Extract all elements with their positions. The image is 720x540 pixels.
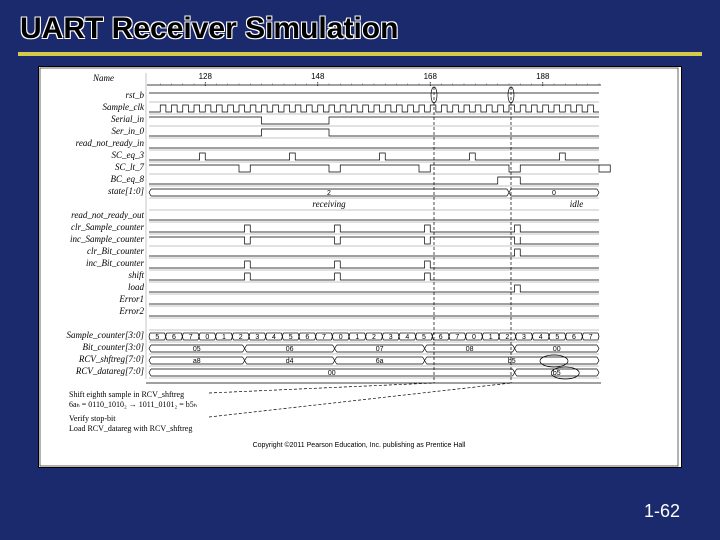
page-title: UART Receiver Simulation (20, 12, 398, 45)
page-number: 1-62 (644, 501, 680, 522)
svg-text:clr_Bit_counter: clr_Bit_counter (87, 246, 144, 256)
svg-text:SC_lt_7: SC_lt_7 (115, 162, 145, 172)
svg-text:6: 6 (572, 334, 576, 341)
svg-text:05: 05 (193, 346, 201, 353)
svg-text:read_not_ready_out: read_not_ready_out (71, 210, 144, 220)
svg-text:6aₕ = 0110_1010₂ → 1011_0101₂: 6aₕ = 0110_1010₂ → 1011_0101₂ = b5ₕ (69, 400, 197, 409)
svg-text:2: 2 (372, 334, 376, 341)
svg-text:Sample_clk: Sample_clk (103, 102, 145, 112)
svg-text:Copyright ©2011 Pearson Educat: Copyright ©2011 Pearson Education, Inc. … (253, 441, 466, 449)
svg-text:RCV_datareg[7:0]: RCV_datareg[7:0] (75, 366, 145, 376)
svg-text:07: 07 (376, 346, 384, 353)
svg-text:idle: idle (570, 199, 584, 209)
svg-text:4: 4 (405, 334, 409, 341)
svg-text:b5: b5 (553, 370, 561, 377)
svg-text:3: 3 (255, 334, 259, 341)
svg-text:read_not_ready_in: read_not_ready_in (76, 138, 145, 148)
svg-text:Bit_counter[3:0]: Bit_counter[3:0] (83, 342, 145, 352)
svg-text:7: 7 (189, 334, 193, 341)
svg-text:SC_eq_3: SC_eq_3 (112, 150, 145, 160)
svg-text:4: 4 (539, 334, 543, 341)
svg-text:shift: shift (128, 270, 144, 280)
svg-text:6: 6 (439, 334, 443, 341)
svg-text:rst_b: rst_b (125, 90, 144, 100)
svg-text:inc_Sample_counter: inc_Sample_counter (70, 234, 144, 244)
svg-text:Error1: Error1 (118, 294, 144, 304)
svg-text:6a: 6a (376, 358, 384, 365)
svg-text:4: 4 (272, 334, 276, 341)
svg-text:3: 3 (522, 334, 526, 341)
svg-text:1: 1 (489, 334, 493, 341)
svg-text:6: 6 (172, 334, 176, 341)
svg-text:Load RCV_datareg with RCV_shft: Load RCV_datareg with RCV_shftreg (69, 424, 192, 433)
svg-text:0: 0 (205, 334, 209, 341)
svg-text:Name: Name (92, 73, 114, 83)
svg-text:7: 7 (455, 334, 459, 341)
svg-text:5: 5 (155, 334, 159, 341)
svg-text:a8: a8 (193, 358, 201, 365)
svg-text:1: 1 (355, 334, 359, 341)
svg-text:Serial_in: Serial_in (111, 114, 144, 124)
svg-text:5: 5 (555, 334, 559, 341)
svg-text:Shift eighth sample in RCV_shf: Shift eighth sample in RCV_shftreg (69, 390, 184, 399)
svg-text:RCV_shftreg[7:0]: RCV_shftreg[7:0] (78, 354, 145, 364)
svg-text:clr_Sample_counter: clr_Sample_counter (71, 222, 144, 232)
svg-text:b5: b5 (508, 358, 516, 365)
svg-text:0: 0 (552, 190, 556, 197)
svg-text:6: 6 (305, 334, 309, 341)
svg-text:7: 7 (322, 334, 326, 341)
svg-text:08: 08 (466, 346, 474, 353)
svg-text:state[1:0]: state[1:0] (108, 186, 144, 196)
svg-text:188: 188 (536, 72, 550, 81)
svg-text:7: 7 (589, 334, 593, 341)
svg-text:0: 0 (472, 334, 476, 341)
svg-text:Sample_counter[3:0]: Sample_counter[3:0] (67, 330, 145, 340)
svg-text:2: 2 (239, 334, 243, 341)
waveform-diagram: Name 128 148 168 188 rst_b Sample_clk Serial_in… (38, 66, 682, 468)
svg-text:load: load (128, 282, 145, 292)
svg-text:1: 1 (222, 334, 226, 341)
title-rule (18, 52, 702, 56)
svg-text:receiving: receiving (312, 199, 346, 209)
svg-text:128: 128 (199, 72, 213, 81)
svg-text:Ser_in_0: Ser_in_0 (112, 126, 145, 136)
svg-text:Verify stop-bit: Verify stop-bit (69, 414, 116, 423)
svg-text:BC_eq_8: BC_eq_8 (111, 174, 145, 184)
svg-text:inc_Bit_counter: inc_Bit_counter (86, 258, 144, 268)
svg-text:2: 2 (505, 334, 509, 341)
svg-text:06: 06 (286, 346, 294, 353)
svg-text:3: 3 (389, 334, 393, 341)
svg-text:148: 148 (311, 72, 325, 81)
svg-text:168: 168 (424, 72, 438, 81)
svg-text:0: 0 (339, 334, 343, 341)
svg-text:5: 5 (289, 334, 293, 341)
svg-text:2: 2 (327, 190, 331, 197)
svg-text:5: 5 (422, 334, 426, 341)
svg-text:00: 00 (328, 370, 336, 377)
svg-text:Error2: Error2 (118, 306, 144, 316)
svg-text:d4: d4 (286, 358, 294, 365)
svg-text:00: 00 (553, 346, 561, 353)
